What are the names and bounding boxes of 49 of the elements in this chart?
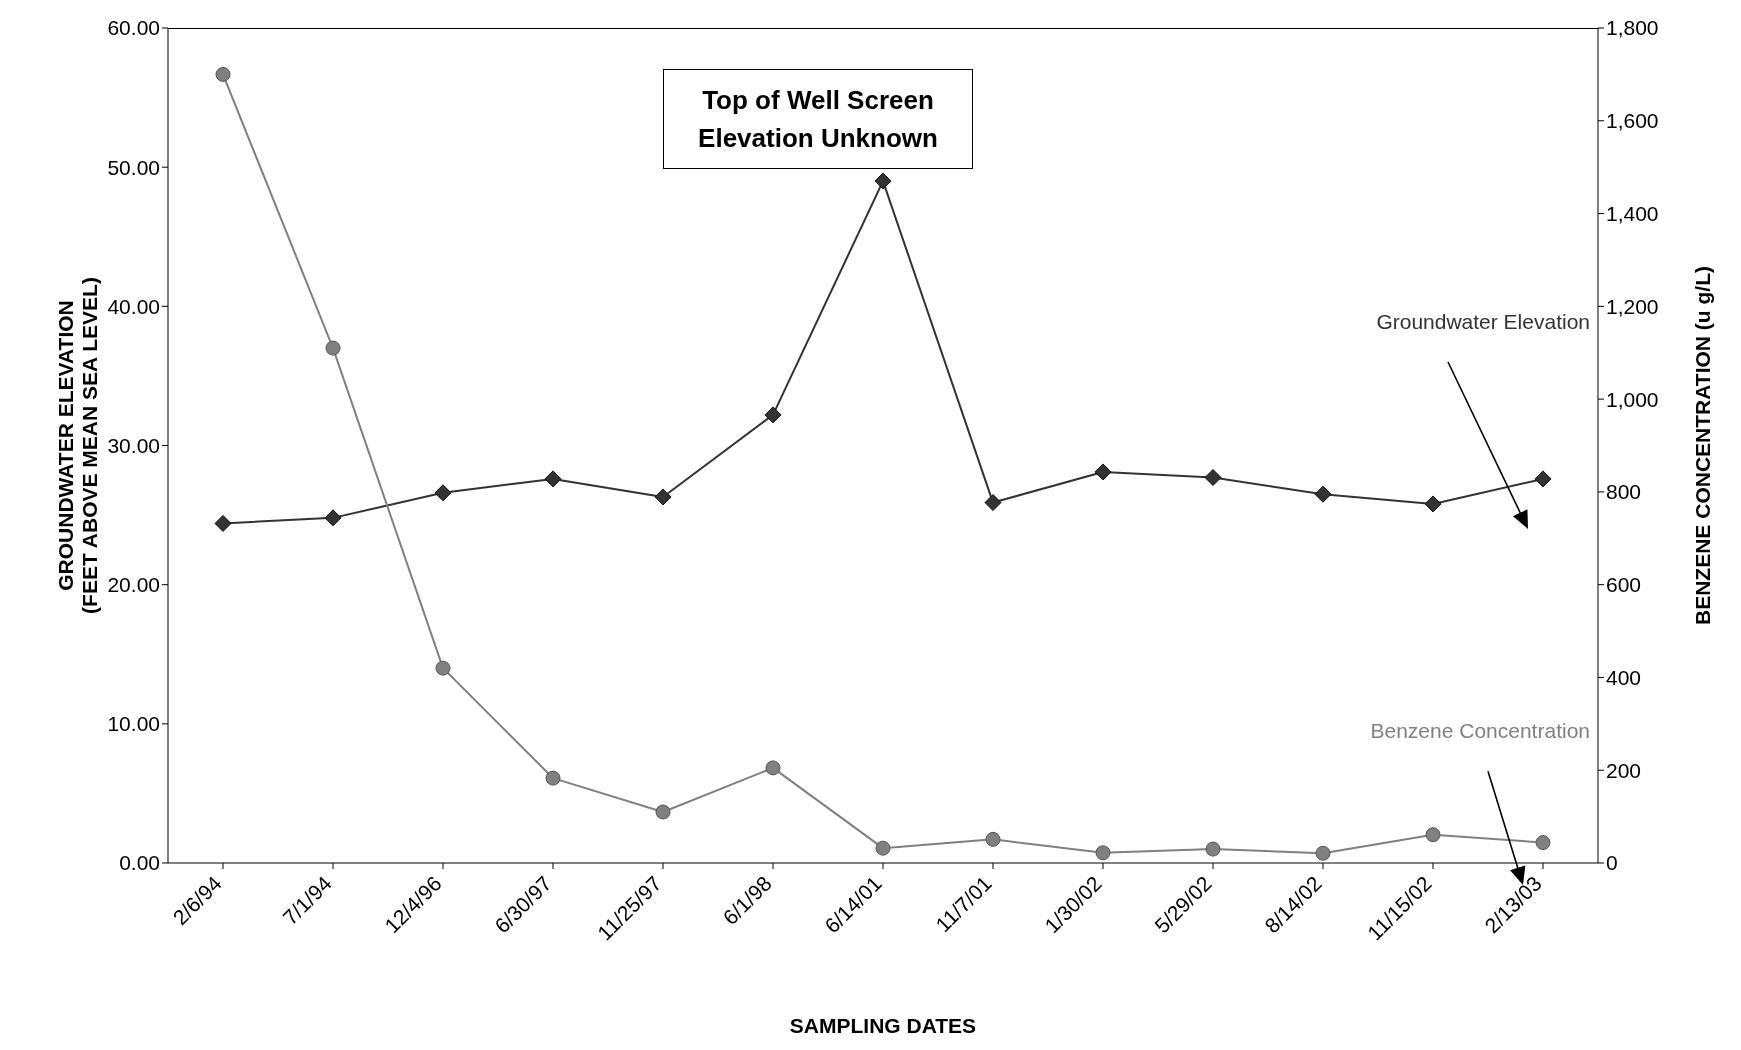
point xyxy=(764,406,782,424)
y-tick-label: 20.00 xyxy=(107,573,160,597)
text: Benzene Concentration xyxy=(1370,718,1590,742)
point xyxy=(324,509,342,527)
y-tick-label: 10.00 xyxy=(107,712,160,736)
y-tick-label: 50.00 xyxy=(107,155,160,179)
y2-tick-label: 600 xyxy=(1606,573,1642,597)
point xyxy=(215,66,231,82)
point xyxy=(1534,470,1552,488)
y2-tick-label: 1,400 xyxy=(1606,202,1659,226)
point xyxy=(654,488,672,506)
point xyxy=(765,760,781,776)
point xyxy=(1204,469,1222,487)
y-tick-label: 30.00 xyxy=(107,433,160,457)
point xyxy=(325,340,341,356)
y2-tick-label: 1,800 xyxy=(1606,16,1659,40)
annotation: Top of Well Screen Elevation Unknown xyxy=(663,69,973,170)
point xyxy=(544,470,562,488)
y2-tick-label: 0 xyxy=(1606,851,1618,875)
point xyxy=(545,770,561,786)
point xyxy=(1095,845,1111,861)
point xyxy=(214,514,232,532)
point xyxy=(655,804,671,820)
point xyxy=(985,831,1001,847)
y2-tick-label: 1,000 xyxy=(1606,387,1659,411)
point xyxy=(1424,495,1442,513)
y2-tick-label: 400 xyxy=(1606,665,1642,689)
y-tick-label: 0.00 xyxy=(119,851,160,875)
point xyxy=(435,660,451,676)
y2-tick-label: 800 xyxy=(1606,480,1642,504)
y2-tick-label: 200 xyxy=(1606,758,1642,782)
y-tick-label: 60.00 xyxy=(107,16,160,40)
point xyxy=(1094,463,1112,481)
point xyxy=(1425,827,1441,843)
y-tick-label: 40.00 xyxy=(107,294,160,318)
point xyxy=(434,484,452,502)
y2-tick-label: 1,600 xyxy=(1606,109,1659,133)
x-axis-title: SAMPLING DATES xyxy=(789,1014,977,1037)
text: Groundwater Elevation xyxy=(1376,309,1590,333)
point xyxy=(1535,835,1551,851)
y2-tick-label: 1,200 xyxy=(1606,294,1659,318)
point xyxy=(875,840,891,856)
point xyxy=(1314,485,1332,503)
y2-axis-title: BENZENE CONCENTRATION (u g/L) xyxy=(1691,266,1714,625)
point xyxy=(874,172,892,190)
point xyxy=(1205,841,1221,857)
point xyxy=(1315,845,1331,861)
point xyxy=(984,494,1002,512)
y-axis-title: GROUNDWATER ELEVATION (FEET ABOVE MEAN SEA LEVEL) xyxy=(54,277,101,614)
